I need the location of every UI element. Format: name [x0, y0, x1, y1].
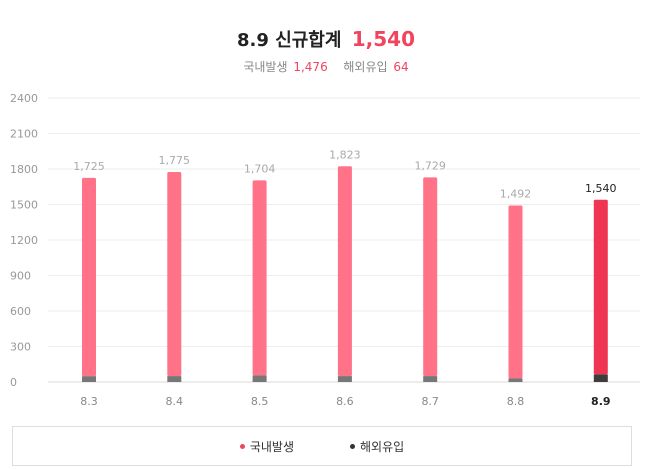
y-tick-label: 1500 [10, 199, 38, 212]
data-label: 1,704 [244, 162, 276, 175]
chart-legend: 국내발생 해외유입 [12, 426, 632, 466]
x-tick-label: 8.8 [507, 395, 525, 408]
header-title-row: 8.9 신규합계 1,540 [0, 22, 652, 58]
legend-dot-overseas [350, 443, 355, 449]
domestic-label: 국내발생 [243, 60, 288, 74]
x-tick-label: 8.5 [251, 395, 269, 408]
overseas-label: 해외유입 [343, 60, 388, 74]
legend-label-overseas: 해외유입 [360, 439, 405, 454]
data-label: 1,492 [500, 187, 532, 200]
legend-item-domestic[interactable]: 국내발생 [239, 438, 294, 455]
bar-overseas [82, 376, 96, 382]
y-tick-label: 2100 [10, 128, 38, 141]
legend-item-overseas[interactable]: 해외유입 [350, 438, 404, 455]
y-tick-label: 1200 [10, 234, 38, 247]
overseas-value: 64 [393, 60, 409, 74]
bar-domestic [508, 205, 523, 379]
bar-domestic [82, 177, 96, 377]
x-tick-label: 8.9 [591, 395, 611, 408]
header-sub-row: 국내발생 1,476 해외유입 64 [0, 58, 652, 76]
y-tick-label: 0 [10, 376, 17, 389]
bar-overseas [508, 378, 523, 382]
x-tick-label: 8.4 [166, 395, 184, 408]
bar-domestic [423, 177, 438, 377]
bar-overseas [167, 376, 182, 382]
chart-header: 8.9 신규합계 1,540 국내발생 1,476 해외유입 64 [0, 22, 652, 76]
data-label: 1,540 [585, 182, 617, 195]
legend-dot-domestic [239, 443, 245, 449]
y-tick-label: 2400 [10, 92, 38, 105]
bar-domestic [252, 180, 267, 376]
x-tick-label: 8.7 [421, 395, 439, 408]
y-tick-label: 600 [10, 305, 31, 318]
data-label: 1,729 [414, 159, 446, 172]
y-tick-label: 1800 [10, 163, 38, 176]
bar-overseas [423, 376, 438, 382]
data-label: 1,775 [159, 154, 191, 167]
bar-overseas [593, 374, 608, 382]
x-tick-label: 8.3 [80, 395, 98, 408]
header-title: 신규합계 [275, 30, 342, 51]
data-label: 1,725 [73, 160, 105, 173]
header-date: 8.9 [237, 30, 269, 51]
bar-overseas [252, 375, 267, 382]
data-label: 1,823 [329, 148, 361, 161]
bar-overseas [337, 376, 352, 382]
y-tick-label: 900 [10, 270, 31, 283]
bar-domestic [167, 171, 182, 377]
x-tick-label: 8.6 [336, 395, 354, 408]
domestic-value: 1,476 [293, 60, 328, 74]
header-total: 1,540 [351, 27, 415, 51]
bar-chart: 0 300 600 900 1200 1500 1800 2100 2400 1,725 8.3 1,… [10, 92, 640, 408]
y-tick-label: 300 [10, 341, 31, 354]
bar-domestic [593, 199, 608, 375]
legend-label-domestic: 국내발생 [249, 439, 294, 454]
bar-domestic [337, 166, 352, 377]
